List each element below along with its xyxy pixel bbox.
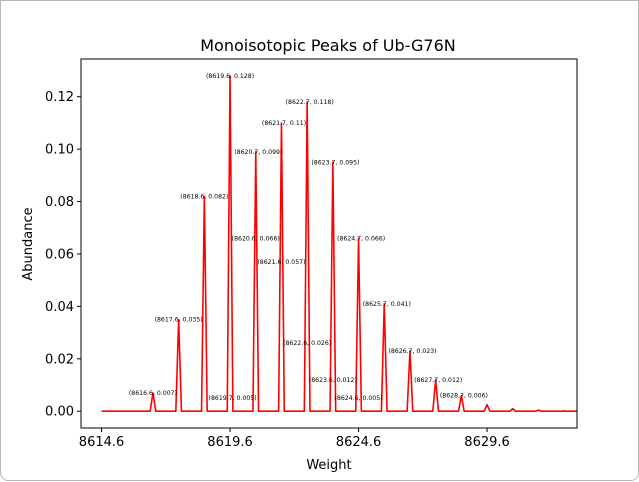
peak-annotation: (8620.6, 0.066): [232, 235, 280, 242]
y-tick-label: 0.04: [45, 300, 74, 315]
peak-annotation: (8616.6, 0.007): [129, 390, 177, 397]
y-tick-label: 0.12: [45, 90, 74, 105]
peak-annotation: (8624.7, 0.066): [337, 235, 385, 242]
y-tick-label: 0.00: [45, 405, 74, 420]
y-tick-label: 0.02: [45, 352, 74, 367]
peak-annotation: (8626.7, 0.023): [388, 348, 436, 355]
peak-annotation: (8623.6, 0.012): [309, 377, 357, 384]
peak-annotation: (8617.6, 0.035): [155, 317, 203, 324]
peak-annotation: (8619.7, 0.005): [209, 395, 257, 402]
peak-annotation: (8624.6, 0.005): [334, 395, 382, 402]
x-axis: 8614.6 8619.6 8624.6 8629.6: [79, 428, 510, 450]
x-axis-label: Weight: [306, 458, 351, 473]
spectrum-line: [101, 74, 577, 413]
y-tick-label: 0.06: [45, 247, 74, 262]
x-tick-label: 8614.6: [79, 435, 125, 450]
peak-annotation: (8620.7, 0.099): [234, 149, 282, 156]
peak-annotation: (8628.7, 0.006): [440, 393, 488, 400]
peak-annotation: (8622.7, 0.118): [286, 99, 334, 106]
peak-annotation: (8627.7, 0.012): [414, 377, 462, 384]
y-axis: 0.00 0.02 0.04 0.06 0.08 0.10 0.12: [45, 90, 81, 420]
y-tick-label: 0.10: [45, 143, 74, 158]
peak-annotation: (8623.7, 0.095): [311, 159, 359, 166]
peak-annotation: (8621.6, 0.057): [257, 259, 305, 266]
peak-annotation: (8622.6, 0.026): [283, 340, 331, 347]
peak-annotation: (8625.7, 0.041): [363, 301, 411, 308]
y-tick-label: 0.08: [45, 195, 74, 210]
x-tick-label: 8629.6: [464, 435, 510, 450]
x-tick-label: 8624.6: [336, 435, 382, 450]
axes-frame: [80, 58, 578, 429]
y-axis-label: Abundance: [21, 207, 36, 280]
peak-annotation: (8618.6, 0.082): [180, 193, 228, 200]
peak-annotations: (8616.6, 0.007) (8617.6, 0.035) (8618.6, 0…: [129, 73, 488, 402]
x-tick-label: 8619.6: [207, 435, 253, 450]
chart-title: Monoisotopic Peaks of Ub-G76N: [200, 36, 456, 55]
peak-annotation: (8619.6, 0.128): [206, 73, 254, 80]
peak-annotation: (8621.7, 0.11): [262, 120, 306, 127]
plot-area: [101, 74, 577, 413]
